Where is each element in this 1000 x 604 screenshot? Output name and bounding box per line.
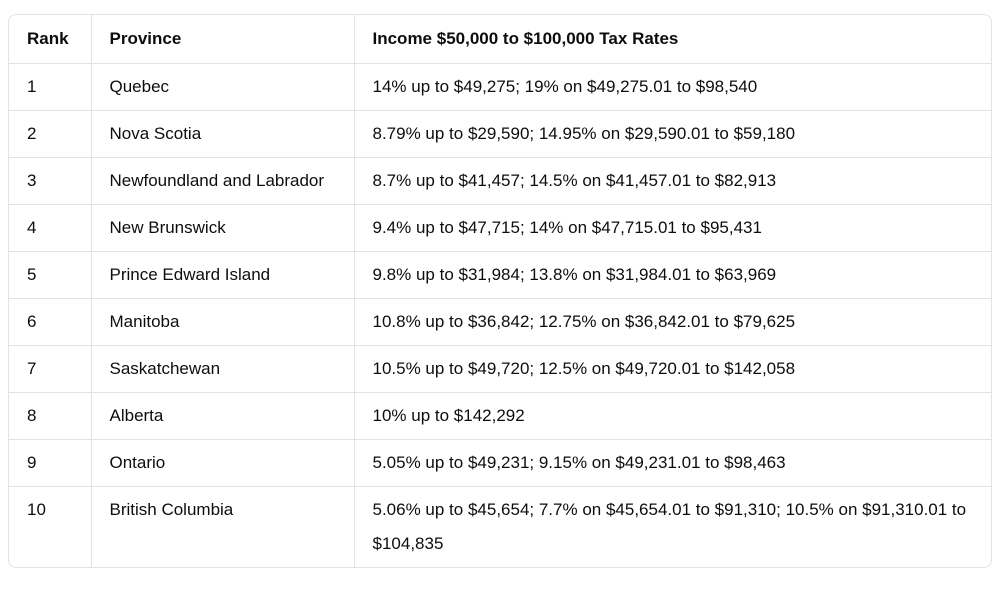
table-cell: Saskatchewan (91, 345, 355, 393)
table-cell: 8 (9, 392, 92, 440)
table-cell: 10 (9, 486, 92, 567)
table-cell: 7 (9, 345, 92, 393)
table: Rank Province Income $50,000 to $100,000 T… (9, 15, 991, 567)
table-row: 10 British Columbia 5.06% up to $45,654; 7… (9, 486, 991, 567)
table-row: 6 Manitoba 10.8% up to $36,842; 12.75% on … (9, 298, 991, 346)
table-cell: British Columbia (91, 486, 355, 567)
header-cell: Income $50,000 to $100,000 Tax Rates (354, 15, 991, 64)
table-cell: Newfoundland and Labrador (91, 157, 355, 205)
table-cell: 14% up to $49,275; 19% on $49,275.01 to … (354, 63, 991, 111)
table-cell: 3 (9, 157, 92, 205)
table-cell: 8.7% up to $41,457; 14.5% on $41,457.01 … (354, 157, 991, 205)
table-cell: 8.79% up to $29,590; 14.95% on $29,590.0… (354, 110, 991, 158)
table-cell: 2 (9, 110, 92, 158)
table-row: 5 Prince Edward Island 9.8% up to $31,984;… (9, 251, 991, 299)
table-cell: 10.8% up to $36,842; 12.75% on $36,842.0… (354, 298, 991, 346)
table-cell: Ontario (91, 439, 355, 487)
table-cell: New Brunswick (91, 204, 355, 252)
header-cell: Rank (9, 15, 92, 64)
table-cell: 5.05% up to $49,231; 9.15% on $49,231.01… (354, 439, 991, 487)
table-cell: 10.5% up to $49,720; 12.5% on $49,720.01… (354, 345, 991, 393)
header-row: Rank Province Income $50,000 to $100,000 T… (9, 15, 991, 64)
table-row: 3 Newfoundland and Labrador 8.7% up to $41… (9, 157, 991, 205)
table-cell: 5.06% up to $45,654; 7.7% on $45,654.01 … (372, 500, 967, 553)
table-cell: 9.4% up to $47,715; 14% on $47,715.01 to… (354, 204, 991, 252)
table-cell: 9 (9, 439, 92, 487)
table-cell: 5 (9, 251, 92, 299)
table-row: 8 Alberta 10% up to $142,292 (9, 392, 991, 440)
table-cell: 9.8% up to $31,984; 13.8% on $31,984.01 … (354, 251, 991, 299)
table-cell: 1 (9, 63, 92, 111)
table-row: 4 New Brunswick 9.4% up to $47,715; 14% on… (9, 204, 991, 252)
table-cell: 4 (9, 204, 92, 252)
table-row: 7 Saskatchewan 10.5% up to $49,720; 12.5% … (9, 345, 991, 393)
table-cell: Manitoba (91, 298, 355, 346)
table-row: 2 Nova Scotia 8.79% up to $29,590; 14.95% … (9, 110, 991, 158)
table-row: 9 Ontario 5.05% up to $49,231; 9.15% on $4… (9, 439, 991, 487)
table-cell: Nova Scotia (91, 110, 355, 158)
table-cell: Prince Edward Island (91, 251, 355, 299)
table-cell: 6 (9, 298, 92, 346)
table-container: Rank Province Income $50,000 to $100,000 T… (8, 14, 992, 568)
table-cell: Quebec (91, 63, 355, 111)
table-cell: 10% up to $142,292 (354, 392, 991, 440)
table-row: 1 Quebec 14% up to $49,275; 19% on $49,275… (9, 63, 991, 111)
table-body: 1 Quebec 14% up to $49,275; 19% on $49,275… (9, 63, 991, 567)
table-cell: Alberta (91, 392, 355, 440)
header-cell: Province (91, 15, 355, 64)
